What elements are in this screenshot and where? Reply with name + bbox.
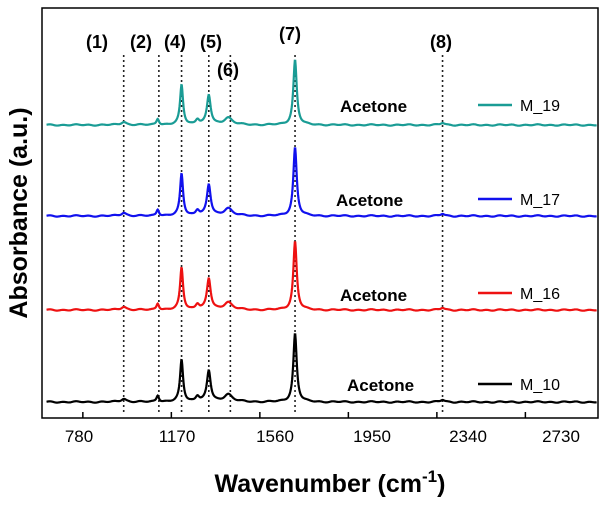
x-tick-label-1170: 1170 xyxy=(159,427,196,446)
x-tick-label-2340: 2340 xyxy=(449,427,487,446)
series-line-m17 xyxy=(46,147,597,218)
series-annotation-m17: Acetone xyxy=(336,191,403,210)
x-axis-title-superscript: -1 xyxy=(422,467,437,486)
peak-labels: (1) (2) (4) (5) (6) (7) (8) xyxy=(86,24,452,80)
series-annotation-m10: Acetone xyxy=(347,376,414,395)
series-line-m19 xyxy=(46,59,597,127)
legend-label-m10: M_10 xyxy=(520,377,560,394)
legend-label-m19: M_19 xyxy=(520,98,560,115)
legend-label-m17: M_17 xyxy=(520,192,560,209)
x-tick-label-780: 780 xyxy=(65,427,93,446)
legend: M_19 M_17 M_16 M_10 xyxy=(478,98,560,394)
peak-label-2: (2) xyxy=(130,32,152,52)
legend-label-m16: M_16 xyxy=(520,286,560,303)
series-annotation-m19: Acetone xyxy=(340,97,407,116)
series-line-m16 xyxy=(46,241,597,312)
x-tick-label-2730: 2730 xyxy=(542,427,580,446)
peak-label-4: (4) xyxy=(164,32,186,52)
plot-frame xyxy=(41,7,599,419)
x-axis-title: Wavenumber (cm-1) xyxy=(215,467,446,498)
x-tick-label-1950: 1950 xyxy=(353,427,391,446)
x-tick-label-1560: 1560 xyxy=(256,427,294,446)
peak-label-1: (1) xyxy=(86,32,108,52)
peak-label-8: (8) xyxy=(430,32,452,52)
x-axis-tick-labels: 780 1170 1560 1950 2340 2730 xyxy=(65,427,580,446)
series-line-m10 xyxy=(46,333,597,404)
peak-label-5: (5) xyxy=(200,32,222,52)
x-axis-ticks xyxy=(82,412,527,418)
y-axis-title: Absorbance (a.u.) xyxy=(5,107,33,318)
peak-label-7: (7) xyxy=(279,24,301,44)
series-annotation-m16: Acetone xyxy=(340,286,407,305)
peak-label-6: (6) xyxy=(217,60,239,80)
